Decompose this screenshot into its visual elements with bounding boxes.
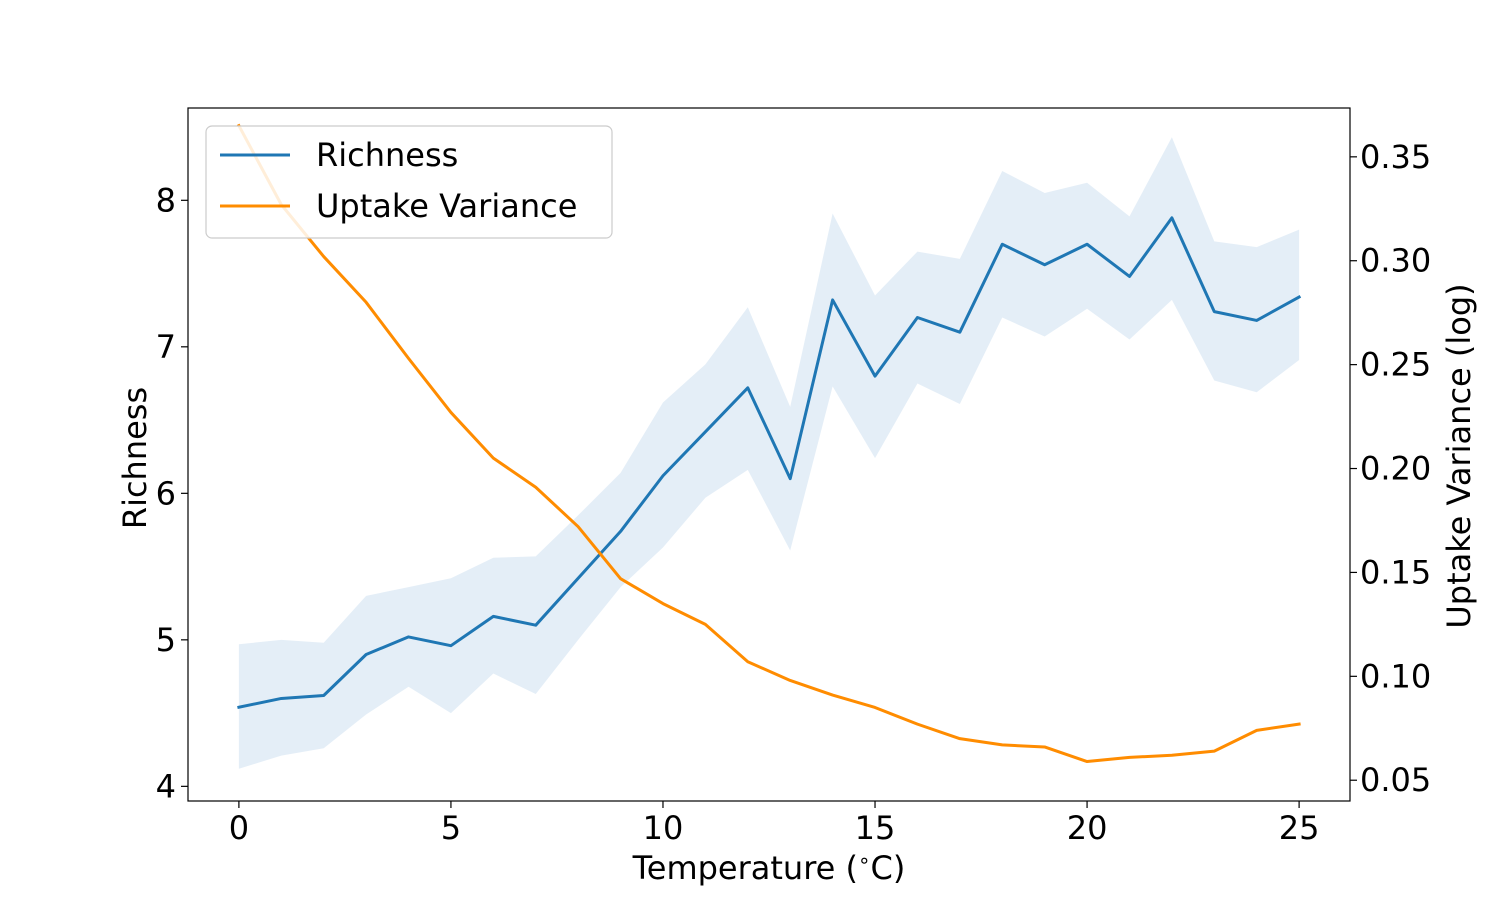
confidence-band-layer	[238, 137, 1300, 769]
series-layer	[236, 123, 1302, 764]
y2-tick-label: 0.05	[1360, 761, 1431, 799]
y2-tick-label: 0.25	[1360, 346, 1431, 384]
legend-label-richness: Richness	[316, 136, 458, 174]
x-tick-label: 25	[1279, 809, 1320, 847]
series-line-richness	[237, 216, 1302, 710]
y2-tick-label: 0.15	[1360, 553, 1431, 591]
y-tick-label: 6	[156, 474, 176, 512]
plot-frame	[187, 107, 1351, 802]
y2-tick-label: 0.30	[1360, 242, 1431, 280]
series-line-uptake-variance	[236, 123, 1301, 764]
y2-tick-label: 0.35	[1360, 138, 1431, 176]
y-tick-label: 4	[156, 767, 176, 805]
y-tick-label: 7	[156, 328, 176, 366]
legend: Richness Uptake Variance	[205, 125, 613, 239]
legend-box	[205, 125, 613, 239]
x-tick-label: 10	[643, 809, 684, 847]
y2-tick-label: 0.20	[1360, 450, 1431, 488]
y2-tick-label: 0.10	[1360, 657, 1431, 695]
y-axis-right: 0.05 0.10 0.15 0.20 0.25 0.30 0.35	[1350, 138, 1431, 799]
y-tick-label: 8	[156, 181, 176, 219]
x-tick-label: 5	[441, 809, 461, 847]
x-axis-title: Temperature (∘C)	[632, 848, 906, 887]
x-tick-label: 0	[229, 809, 249, 847]
y-axis-right-title: Uptake Variance (log)	[1440, 283, 1478, 628]
y-axis-left: 4 5 6 7 8	[156, 181, 188, 805]
x-axis: 0 5 10 15 20 25	[229, 801, 1320, 847]
y-tick-label: 5	[156, 621, 176, 659]
richness-confidence-band	[238, 137, 1300, 769]
x-tick-label: 15	[855, 809, 896, 847]
legend-label-uptake-variance: Uptake Variance	[316, 187, 577, 225]
x-tick-label: 20	[1067, 809, 1108, 847]
y-axis-left-title: Richness	[116, 387, 154, 529]
